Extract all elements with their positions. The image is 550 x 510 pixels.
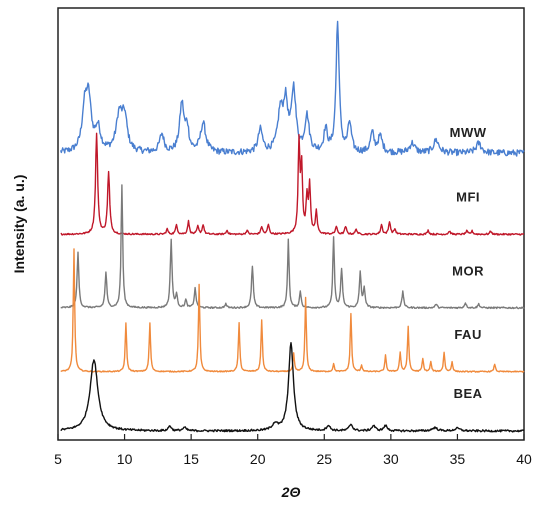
x-ticks: 5 10 15 20 25 30 35 40 — [54, 434, 532, 467]
x-tick-label: 40 — [516, 451, 532, 467]
y-axis-title: Intensity (a. u.) — [11, 175, 27, 274]
series-label-bea: BEA — [454, 386, 483, 401]
x-tick-label: 35 — [450, 451, 466, 467]
series-label-fau: FAU — [454, 327, 482, 342]
x-tick-label: 5 — [54, 451, 62, 467]
series-line-mww — [60, 20, 525, 157]
series-line-mfi — [60, 132, 524, 236]
series-label-mfi: MFI — [456, 189, 480, 204]
series-traces — [60, 20, 525, 433]
series-line-mor — [60, 184, 525, 310]
plot-frame — [57, 7, 525, 441]
series-labels: MWW MFI MOR FAU BEA — [450, 125, 487, 401]
x-tick-label: 15 — [183, 451, 199, 467]
x-tick-label: 10 — [117, 451, 133, 467]
x-tick-label: 25 — [316, 451, 332, 467]
x-tick-label: 20 — [250, 451, 266, 467]
x-tick-label: 30 — [383, 451, 399, 467]
series-label-mor: MOR — [452, 264, 484, 279]
series-line-bea — [60, 342, 525, 433]
series-label-mww: MWW — [450, 125, 487, 140]
x-axis-title: 2Θ — [281, 484, 301, 500]
